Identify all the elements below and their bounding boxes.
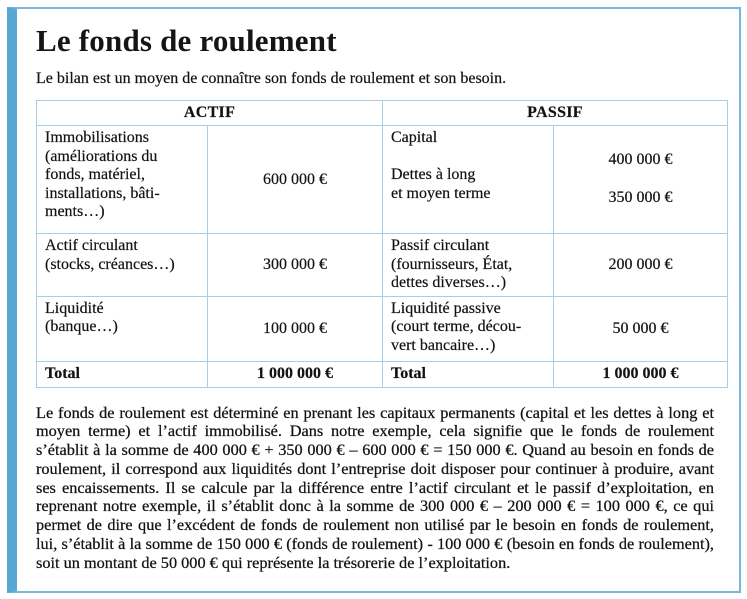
table-row: Immobilisations (améliorations du fonds,…	[36, 125, 728, 234]
actif-liquidite-value: 100 000 €	[207, 295, 383, 362]
actif-immobilisations-label: Immobilisations (améliorations du fonds,…	[36, 125, 208, 234]
page-title: Le fonds de roulement	[36, 23, 337, 58]
passif-capital-dettes-label: Capital Dettes à long et moyen terme	[382, 125, 554, 234]
passif-liquidite-value: 50 000 €	[553, 295, 728, 362]
lesson-card: Le fonds de roulement Le bilan est un mo…	[7, 7, 741, 593]
explanation-paragraph: Le fonds de roulement est déterminé en p…	[36, 402, 714, 572]
passif-capital-dettes-values: 400 000 € 350 000 €	[553, 125, 728, 234]
passif-circulant-label: Passif circulant (fournisseurs, État, de…	[382, 233, 554, 297]
actif-total-label: Total	[36, 360, 208, 388]
table-header-row: ACTIF PASSIF	[36, 100, 728, 126]
actif-immobilisations-value: 600 000 €	[207, 125, 383, 234]
table-row: Actif circulant (stocks, créances…) 300 …	[36, 233, 728, 297]
passif-capital-value: 400 000 €	[608, 151, 673, 168]
passif-total-label: Total	[382, 360, 554, 388]
passif-header: PASSIF	[382, 100, 728, 126]
actif-liquidite-label: Liquidité (banque…)	[36, 295, 208, 362]
table-total-row: Total 1 000 000 € Total 1 000 000 €	[36, 360, 728, 388]
passif-total-value: 1 000 000 €	[553, 360, 728, 388]
passif-circulant-value: 200 000 €	[553, 233, 728, 297]
passif-dettes-value: 350 000 €	[608, 189, 673, 206]
passif-liquidite-label: Liquidité passive (court terme, décou- v…	[382, 295, 554, 362]
actif-total-value: 1 000 000 €	[207, 360, 383, 388]
card-content: Le fonds de roulement Le bilan est un mo…	[36, 19, 729, 583]
balance-sheet-table: ACTIF PASSIF Immobilisations (améliorati…	[36, 100, 728, 388]
table-row: Liquidité (banque…) 100 000 € Liquidité …	[36, 295, 728, 362]
page-subtitle: Le bilan est un moyen de connaître son f…	[36, 70, 507, 87]
actif-circulant-label: Actif circulant (stocks, créances…)	[36, 233, 208, 297]
actif-circulant-value: 300 000 €	[207, 233, 383, 297]
actif-header: ACTIF	[36, 100, 383, 126]
